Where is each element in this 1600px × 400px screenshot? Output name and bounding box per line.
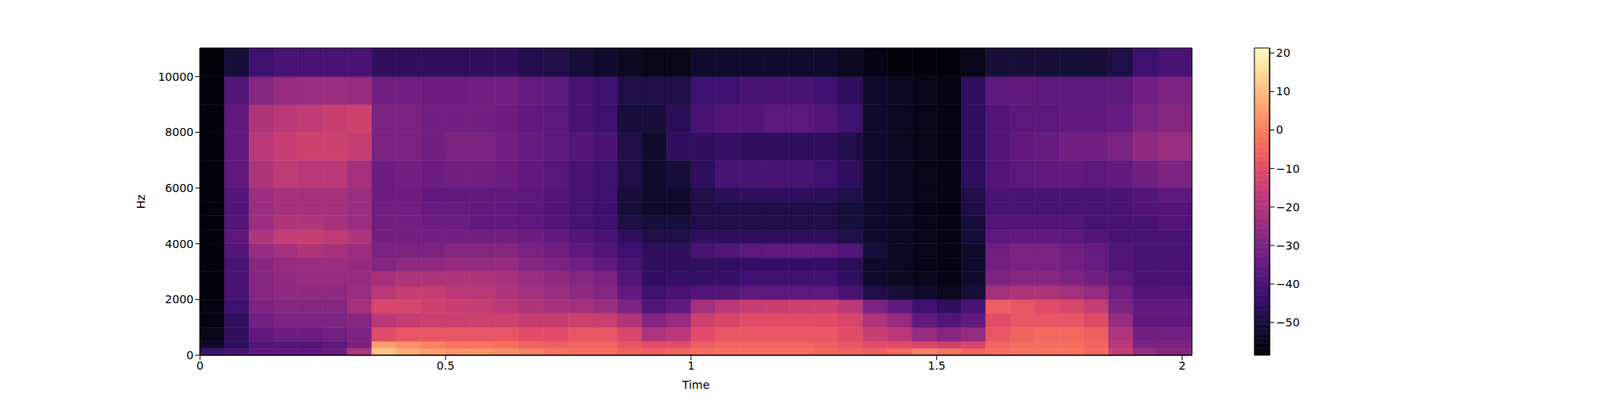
svg-text:0: 0 bbox=[186, 348, 194, 362]
svg-text:10: 10 bbox=[1276, 84, 1291, 98]
svg-text:−40: −40 bbox=[1276, 277, 1300, 291]
svg-text:2: 2 bbox=[1178, 359, 1186, 372]
svg-text:−20: −20 bbox=[1276, 200, 1300, 214]
svg-text:1: 1 bbox=[687, 359, 695, 372]
svg-text:1.5: 1.5 bbox=[928, 359, 946, 372]
svg-text:0: 0 bbox=[196, 359, 204, 372]
svg-text:8000: 8000 bbox=[164, 125, 194, 139]
svg-text:0: 0 bbox=[1276, 123, 1284, 136]
svg-text:20: 20 bbox=[1276, 46, 1291, 60]
svg-text:Time: Time bbox=[681, 378, 710, 392]
svg-text:6000: 6000 bbox=[164, 181, 194, 195]
svg-text:10000: 10000 bbox=[157, 70, 194, 84]
svg-text:4000: 4000 bbox=[164, 237, 194, 251]
svg-text:−10: −10 bbox=[1276, 162, 1300, 176]
svg-text:0.5: 0.5 bbox=[436, 359, 455, 372]
svg-text:Hz: Hz bbox=[134, 194, 148, 209]
svg-text:−30: −30 bbox=[1276, 239, 1300, 252]
svg-text:2000: 2000 bbox=[164, 292, 194, 306]
svg-text:−50: −50 bbox=[1276, 316, 1300, 329]
